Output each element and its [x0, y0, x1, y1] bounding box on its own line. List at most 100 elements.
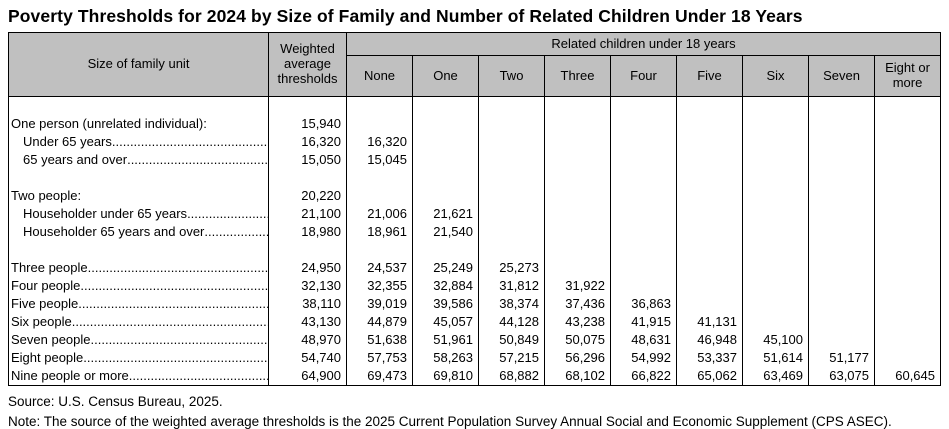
- threshold-value: [676, 115, 743, 133]
- header-children-eight-or-more: Eight or more: [874, 55, 941, 97]
- threshold-value: 50,075: [544, 331, 611, 349]
- threshold-value: [610, 223, 677, 241]
- threshold-value: 24,537: [346, 259, 413, 277]
- weighted-threshold-value: 24,950: [268, 259, 347, 277]
- threshold-value: 46,948: [676, 331, 743, 349]
- threshold-value: 25,273: [478, 259, 545, 277]
- threshold-value: 63,075: [808, 367, 875, 386]
- threshold-value: [874, 241, 941, 259]
- threshold-value: [544, 187, 611, 205]
- threshold-value: [346, 169, 413, 187]
- threshold-value: 44,128: [478, 313, 545, 331]
- row-label: Three people: [11, 260, 88, 275]
- threshold-value: [610, 187, 677, 205]
- threshold-value: [412, 133, 479, 151]
- threshold-value: 41,131: [676, 313, 743, 331]
- threshold-value: 63,469: [742, 367, 809, 386]
- note-line: Note: The source of the weighted average…: [8, 414, 892, 429]
- threshold-value: 43,238: [544, 313, 611, 331]
- weighted-threshold-value: 38,110: [268, 295, 347, 313]
- threshold-value: [874, 96, 941, 115]
- threshold-value: 16,320: [346, 133, 413, 151]
- row-label-cell: 65 years and over: [9, 151, 269, 169]
- threshold-value: [544, 205, 611, 223]
- threshold-value: 15,045: [346, 151, 413, 169]
- threshold-value: 31,922: [544, 277, 611, 295]
- dot-leader: [127, 151, 268, 169]
- header-weighted-average-thresholds: Weighted average thresholds: [268, 32, 347, 97]
- threshold-value: 18,961: [346, 223, 413, 241]
- threshold-value: 54,992: [610, 349, 677, 367]
- threshold-value: [544, 259, 611, 277]
- weighted-threshold-value: [268, 241, 347, 259]
- header-children-two: Two: [478, 55, 545, 97]
- threshold-value: 51,177: [808, 349, 875, 367]
- row-label-cell: Four people: [9, 277, 269, 295]
- dot-leader: [83, 349, 268, 367]
- row-label-cell: Householder 65 years and over: [9, 223, 269, 241]
- threshold-value: 44,879: [346, 313, 413, 331]
- weighted-threshold-value: [268, 96, 347, 115]
- dot-leader: [88, 259, 268, 277]
- threshold-value: [478, 205, 545, 223]
- threshold-value: [610, 133, 677, 151]
- threshold-value: [874, 313, 941, 331]
- threshold-value: 45,100: [742, 331, 809, 349]
- threshold-value: [874, 259, 941, 277]
- threshold-value: [742, 277, 809, 295]
- header-children-seven: Seven: [808, 55, 875, 97]
- threshold-value: 41,915: [610, 313, 677, 331]
- threshold-value: [610, 151, 677, 169]
- threshold-value: 45,057: [412, 313, 479, 331]
- threshold-value: [874, 187, 941, 205]
- header-children-one: One: [412, 55, 479, 97]
- threshold-value: 39,586: [412, 295, 479, 313]
- threshold-value: [742, 96, 809, 115]
- row-label: Householder 65 years and over: [23, 224, 205, 239]
- table-row: [9, 96, 941, 115]
- table-body: One person (unrelated individual): 15,940…: [9, 96, 941, 386]
- weighted-threshold-value: 48,970: [268, 331, 347, 349]
- threshold-value: [808, 241, 875, 259]
- threshold-value: [742, 313, 809, 331]
- row-label: Under 65 years: [23, 134, 112, 149]
- threshold-value: [742, 241, 809, 259]
- threshold-value: 21,006: [346, 205, 413, 223]
- table-row: Eight people 54,74057,75358,26357,21556,2…: [9, 349, 941, 367]
- threshold-value: [346, 241, 413, 259]
- source-line: Source: U.S. Census Bureau, 2025.: [8, 394, 223, 409]
- threshold-value: [676, 169, 743, 187]
- threshold-value: [610, 115, 677, 133]
- threshold-value: 39,019: [346, 295, 413, 313]
- threshold-value: 36,863: [610, 295, 677, 313]
- header-row-2: None One Two Three Four Five Six Seven Eight or …: [9, 55, 941, 97]
- threshold-value: [412, 96, 479, 115]
- threshold-value: [478, 223, 545, 241]
- row-label-cell: Householder under 65 years: [9, 205, 269, 223]
- row-label: Householder under 65 years: [23, 206, 188, 221]
- threshold-value: [676, 223, 743, 241]
- weighted-threshold-value: 64,900: [268, 367, 347, 386]
- table-header: Size of family unit Weighted average thr…: [8, 32, 941, 97]
- threshold-value: [808, 133, 875, 151]
- header-children-none: None: [346, 55, 413, 97]
- threshold-value: [874, 133, 941, 151]
- threshold-value: [874, 223, 941, 241]
- threshold-value: [610, 277, 677, 295]
- threshold-value: [412, 241, 479, 259]
- threshold-value: 50,849: [478, 331, 545, 349]
- threshold-value: [742, 115, 809, 133]
- threshold-value: 48,631: [610, 331, 677, 349]
- row-label-cell: Six people: [9, 313, 269, 331]
- threshold-value: 25,249: [412, 259, 479, 277]
- threshold-value: [742, 205, 809, 223]
- threshold-value: 53,337: [676, 349, 743, 367]
- threshold-value: [808, 259, 875, 277]
- threshold-value: [742, 295, 809, 313]
- table-row: Nine people or more64,90069,47369,81068,…: [9, 367, 941, 386]
- threshold-value: [412, 187, 479, 205]
- row-label-cell: Under 65 years: [9, 133, 269, 151]
- threshold-value: [478, 151, 545, 169]
